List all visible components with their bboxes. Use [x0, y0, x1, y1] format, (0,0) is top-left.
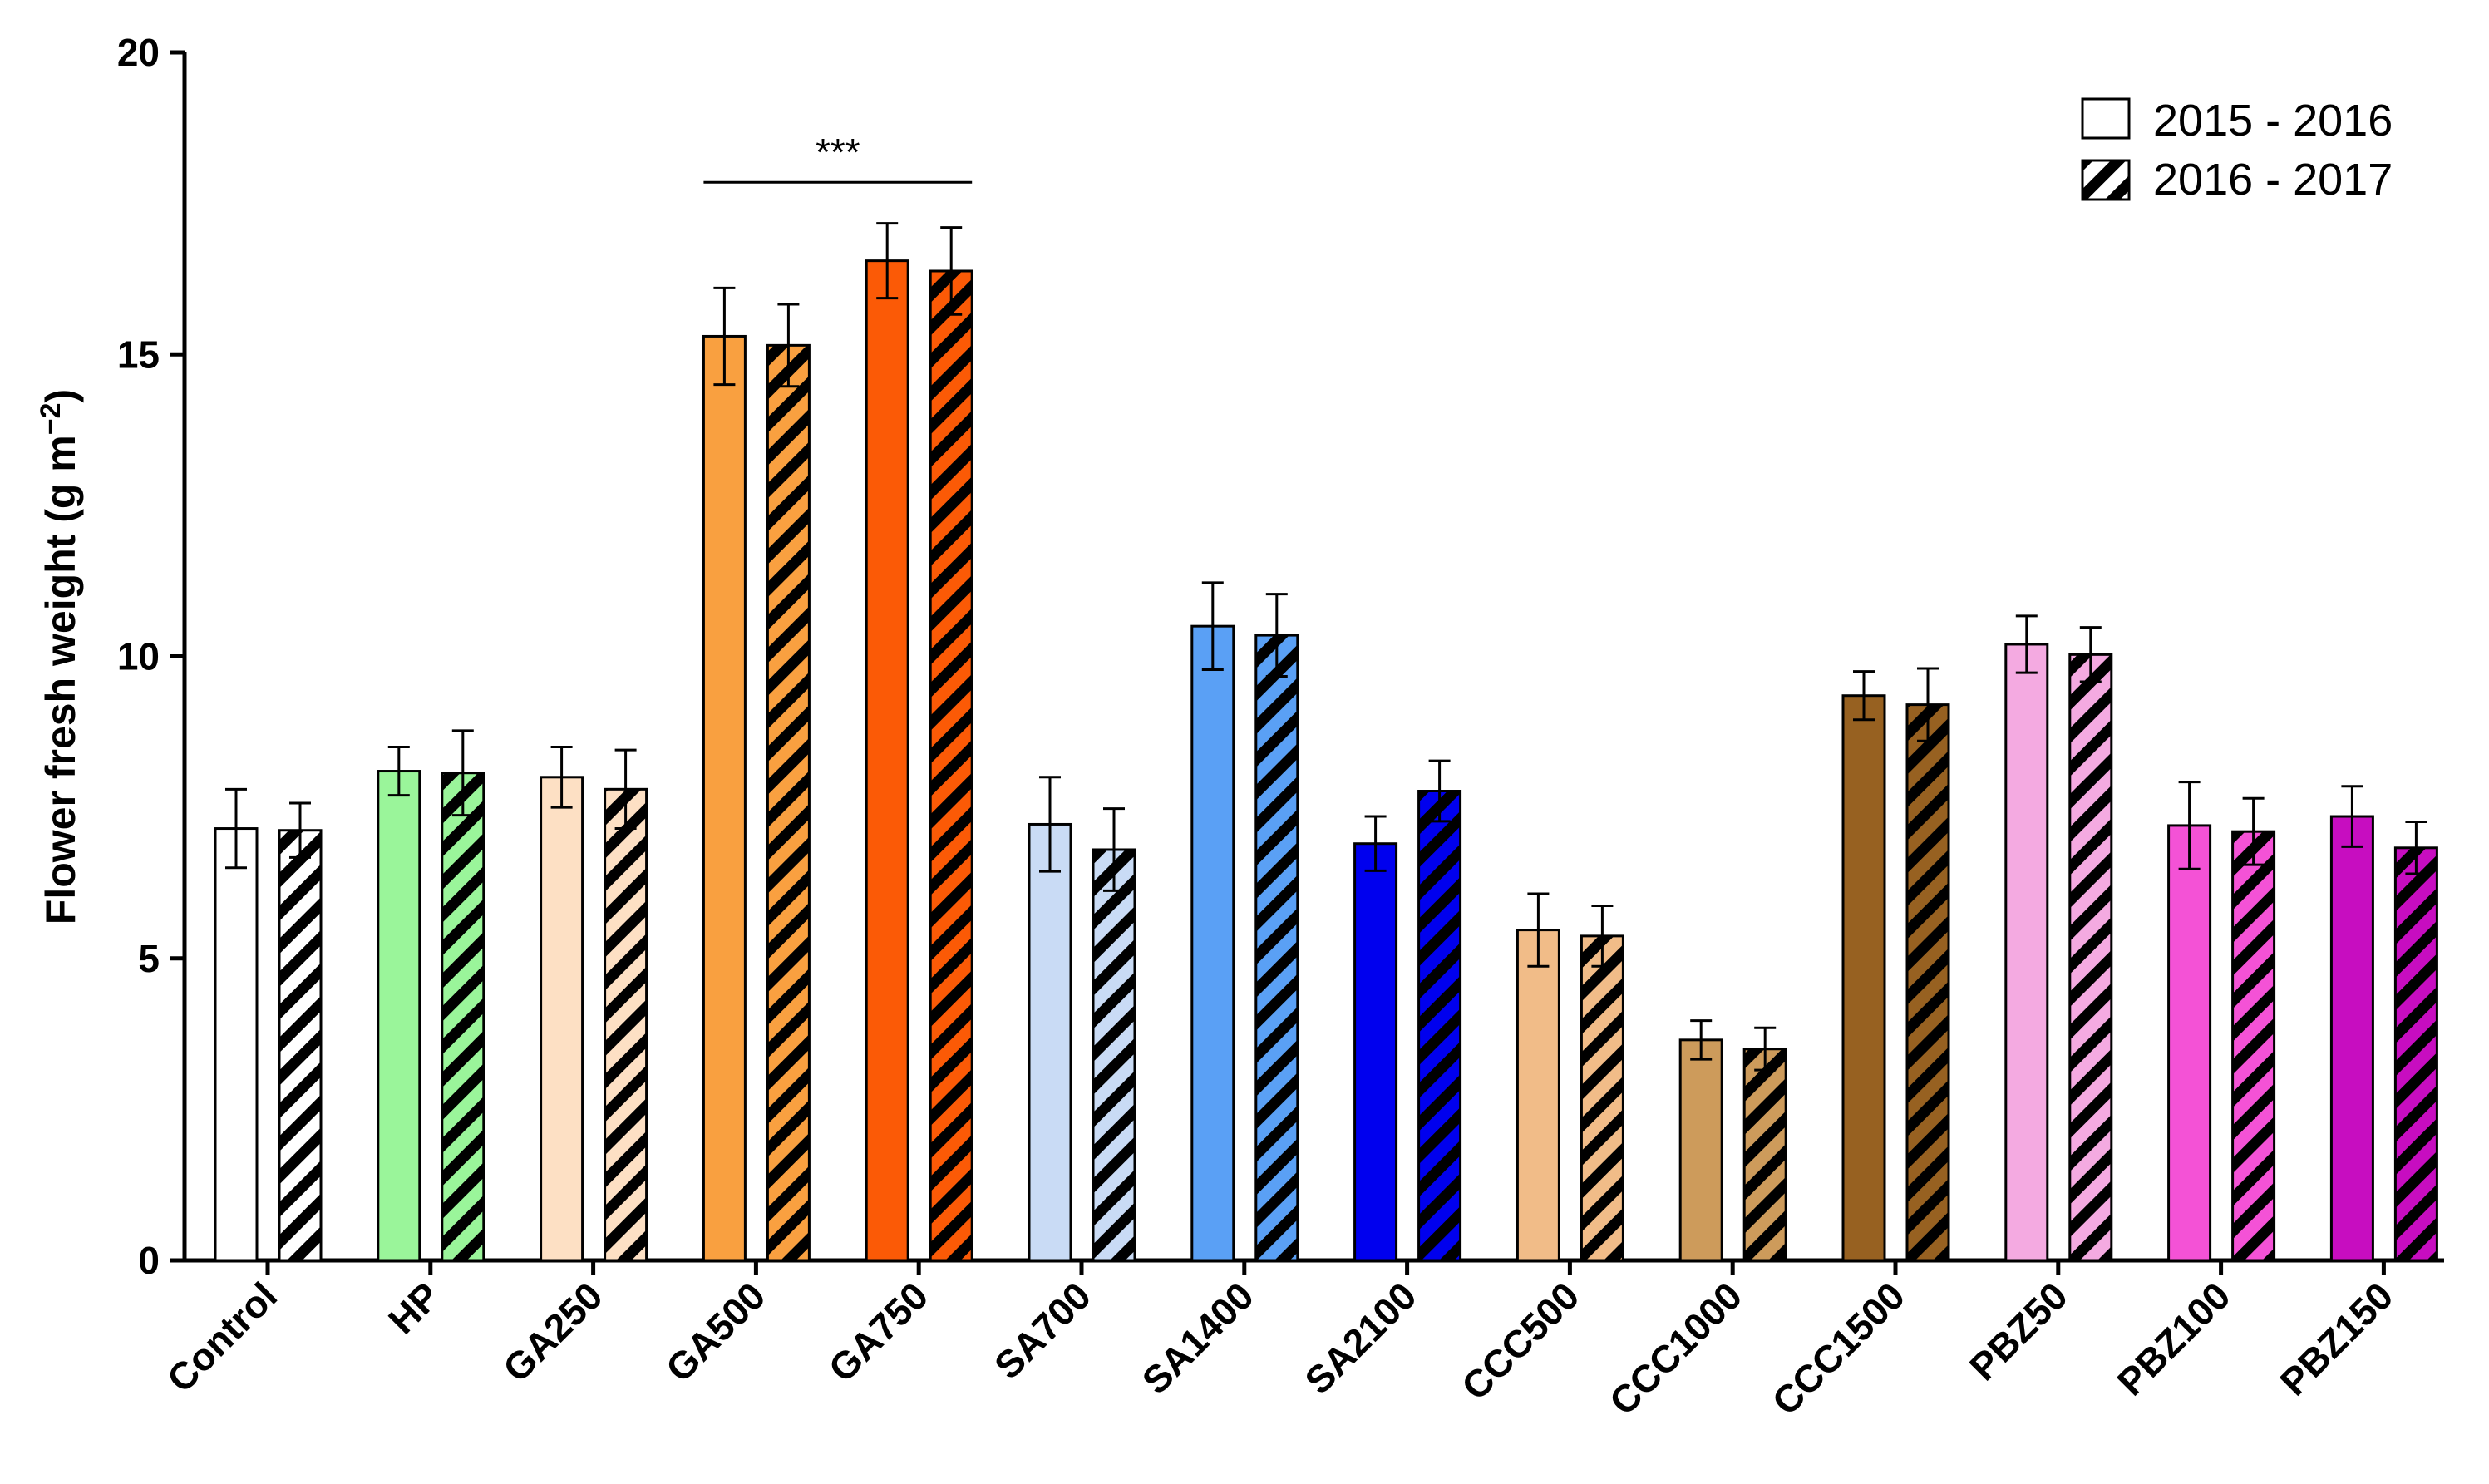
bar-pbz50-2015-2016	[2004, 643, 2049, 1262]
bar-ga250-2016-2017	[604, 787, 648, 1262]
y-tick-label-5: 5	[138, 937, 160, 980]
error-bar-ccc1500-2015-2016	[1853, 670, 1875, 722]
x-tick-label-hp: HP	[380, 1274, 448, 1342]
legend-swatch-solid	[2081, 97, 2131, 140]
bar-ccc1000-2015-2016	[1678, 1038, 1723, 1262]
bars-group	[214, 259, 2438, 1262]
y-axis: 0 5 10 15 20	[117, 31, 187, 1282]
bar-ga500-2015-2016	[702, 334, 747, 1262]
error-bar-pbz50-2016-2017	[2079, 626, 2102, 683]
x-tick-label-pbz100: PBZ100	[2109, 1274, 2239, 1403]
bar-sa700-2015-2016	[1028, 822, 1072, 1262]
error-bar-ga500-2015-2016	[713, 286, 736, 387]
bar-ga250-2015-2016	[540, 776, 584, 1262]
error-bar-ccc500-2015-2016	[1527, 892, 1550, 968]
x-tick-label-ga250: GA250	[495, 1274, 611, 1390]
error-bar-ga250-2015-2016	[550, 745, 573, 809]
error-bar-sa1400-2015-2016	[1201, 581, 1224, 671]
legend-label-2015-2016: 2015 - 2016	[2153, 96, 2393, 145]
significance-label-0: ***	[816, 131, 860, 174]
error-bar-ccc1000-2015-2016	[1690, 1019, 1713, 1061]
bar-sa700-2016-2017	[1092, 848, 1136, 1262]
error-bars-group	[225, 222, 2427, 1072]
error-bar-pbz100-2016-2017	[2242, 796, 2265, 866]
error-bar-ccc500-2016-2017	[1591, 905, 1614, 968]
bar-sa2100-2015-2016	[1353, 842, 1398, 1262]
bar-ga750-2016-2017	[929, 269, 973, 1262]
error-bar-pbz150-2016-2017	[2405, 821, 2427, 875]
bar-ga750-2015-2016	[865, 259, 909, 1262]
bar-ccc500-2016-2017	[1580, 934, 1624, 1262]
bar-pbz150-2016-2017	[2393, 846, 2438, 1262]
error-bar-ga750-2015-2016	[876, 222, 899, 300]
x-tick-label-ccc500: CCC500	[1453, 1274, 1588, 1408]
legend-label-2016-2017: 2016 - 2017	[2153, 155, 2393, 205]
x-tick-label-ga750: GA750	[820, 1274, 936, 1390]
error-bar-sa700-2015-2016	[1039, 776, 1061, 873]
bar-pbz50-2016-2017	[2068, 653, 2113, 1262]
bar-pbz150-2015-2016	[2329, 815, 2374, 1262]
error-bar-sa700-2016-2017	[1103, 807, 1125, 892]
y-tick-label-10: 10	[117, 635, 160, 678]
error-bar-pbz100-2015-2016	[2178, 781, 2201, 870]
x-tick-label-sa1400: SA1400	[1134, 1274, 1262, 1402]
error-bar-ccc1500-2016-2017	[1917, 667, 1939, 742]
error-bar-pbz50-2015-2016	[2015, 614, 2038, 674]
error-bar-sa2100-2015-2016	[1364, 815, 1387, 872]
bar-pbz100-2016-2017	[2231, 830, 2276, 1262]
error-bar-pbz150-2015-2016	[2341, 785, 2363, 848]
x-tick-label-ccc1500: CCC1500	[1763, 1274, 1913, 1423]
annotations-group: ***	[703, 131, 973, 184]
error-bar-ccc1000-2016-2017	[1754, 1026, 1777, 1072]
error-bar-sa1400-2016-2017	[1265, 593, 1288, 678]
x-tick-label-ccc1000: CCC1000	[1601, 1274, 1751, 1423]
x-tick-label-ga500: GA500	[658, 1274, 774, 1390]
bar-control-2015-2016	[214, 827, 259, 1262]
bar-sa2100-2016-2017	[1417, 790, 1462, 1262]
x-axis: Control HP GA250 GA500 GA750 SA700 SA1400 SA210…	[159, 1258, 2444, 1423]
bar-ccc1000-2016-2017	[1742, 1048, 1787, 1262]
y-tick-label-0: 0	[138, 1239, 160, 1282]
legend: 2015 - 2016 2016 - 2017	[2081, 96, 2393, 205]
bar-control-2016-2017	[278, 829, 323, 1262]
bar-ccc1500-2016-2017	[1905, 703, 1950, 1262]
error-bar-control-2016-2017	[289, 801, 311, 859]
bar-sa1400-2015-2016	[1190, 624, 1235, 1262]
legend-swatch-hatched	[2081, 159, 2131, 201]
error-bar-ga500-2016-2017	[777, 303, 800, 388]
x-tick-label-sa700: SA700	[986, 1274, 1099, 1387]
x-tick-label-pbz150: PBZ150	[2271, 1274, 2401, 1403]
error-bar-hp-2016-2017	[451, 729, 474, 817]
bar-ga500-2016-2017	[766, 343, 811, 1262]
bar-hp-2016-2017	[441, 772, 485, 1262]
bar-sa1400-2016-2017	[1254, 634, 1299, 1262]
error-bar-sa2100-2016-2017	[1428, 759, 1451, 823]
error-bar-control-2015-2016	[225, 787, 247, 870]
x-tick-label-control: Control	[159, 1274, 285, 1400]
x-tick-label-pbz50: PBZ50	[1961, 1274, 2076, 1388]
y-axis-title: Flower fresh weight (g m−2)	[35, 389, 84, 924]
error-bar-ga750-2016-2017	[940, 226, 963, 316]
bar-ccc500-2015-2016	[1516, 929, 1560, 1262]
bar-pbz100-2015-2016	[2167, 824, 2212, 1262]
y-tick-label-20: 20	[117, 31, 160, 74]
x-tick-label-sa2100: SA2100	[1296, 1274, 1424, 1402]
bar-ccc1500-2015-2016	[1841, 694, 1886, 1262]
y-tick-label-15: 15	[117, 333, 160, 376]
bar-hp-2015-2016	[377, 770, 421, 1262]
error-bar-ga250-2016-2017	[614, 748, 637, 831]
error-bar-hp-2015-2016	[387, 745, 410, 797]
